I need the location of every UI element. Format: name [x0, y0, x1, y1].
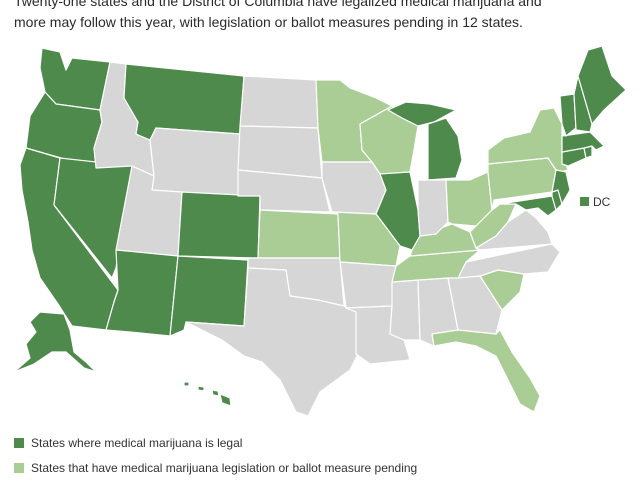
legend-swatch-legal [14, 438, 24, 448]
state-ar [339, 261, 397, 309]
state-wy [149, 127, 241, 197]
state-ma [561, 131, 605, 153]
state-ks [257, 209, 341, 259]
us-map-svg: DC [13, 45, 627, 417]
legend-label-legal: States where medical marijuana is legal [31, 436, 243, 450]
state-tx [185, 267, 363, 417]
state-nd [239, 75, 319, 129]
state-nj [551, 169, 571, 205]
state-va [475, 209, 553, 251]
state-vt [559, 93, 577, 137]
legend-swatch-pending [14, 463, 24, 473]
state-sd [237, 125, 323, 179]
legend-label-pending: States that have medical marijuana legis… [31, 461, 418, 475]
state-co [177, 191, 261, 259]
state-hi [183, 381, 232, 407]
dc-marker [580, 197, 589, 206]
dc-label: DC [593, 195, 611, 209]
intro-line-2: more may follow this year, with legislat… [14, 14, 523, 30]
intro-text: Twenty-one states and the District of Co… [14, 0, 634, 33]
state-me [577, 45, 627, 125]
state-nh [573, 75, 593, 133]
intro-line-1: Twenty-one states and the District of Co… [14, 0, 542, 9]
legend-item-pending: States that have medical marijuana legis… [14, 458, 417, 478]
legend: States where medical marijuana is legal … [14, 433, 417, 483]
state-fl [431, 329, 541, 413]
us-map: DC [0, 36, 640, 421]
state-nc [457, 243, 561, 279]
state-az [105, 249, 179, 337]
state-ia [321, 161, 387, 215]
state-ak [13, 311, 97, 373]
state-mt [123, 63, 245, 141]
state-ms [389, 279, 421, 341]
state-mi [387, 101, 463, 181]
legend-item-legal: States where medical marijuana is legal [14, 433, 417, 453]
